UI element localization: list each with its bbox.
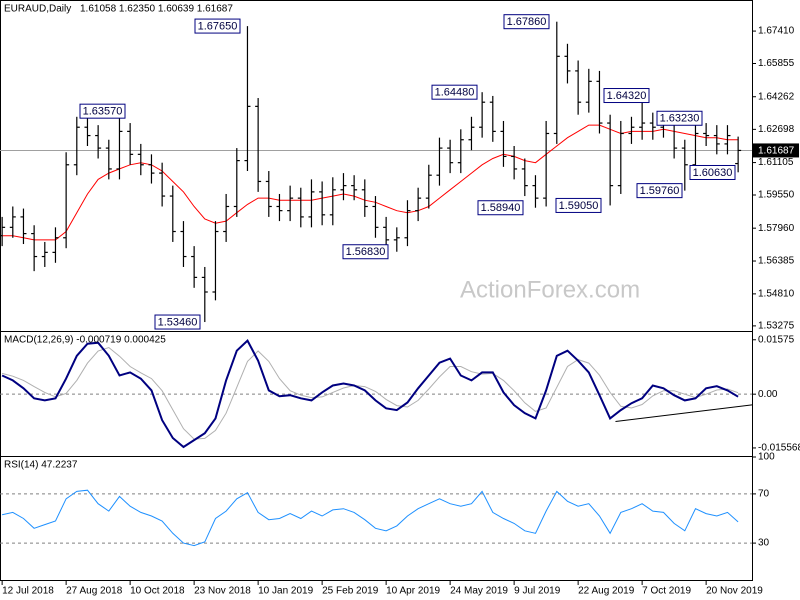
annotation-box [477, 200, 524, 216]
annotation-label: 1.63230 [660, 113, 700, 125]
panel-title: MACD(12,26,9) -0.000719 0.000425 [4, 335, 166, 346]
x-tick-label: 24 May 2019 [450, 586, 508, 597]
x-tick-label: 20 Nov 2019 [706, 586, 763, 597]
annotation-label: 1.67650 [198, 20, 238, 32]
y-tick-label: 1.61105 [758, 157, 794, 168]
x-tick-label: 10 Jan 2019 [258, 586, 313, 597]
annotation-box [636, 183, 683, 199]
y-tick-label: 1.65855 [758, 58, 795, 69]
y-tick-label: 1.67410 [758, 26, 795, 37]
y-tick-label: 1.57960 [758, 223, 795, 234]
annotation-box [689, 164, 736, 180]
y-tick-label: 30 [758, 538, 770, 549]
y-tick-label: 100 [758, 452, 775, 463]
x-tick-label: 25 Feb 2019 [322, 586, 379, 597]
x-tick-label: 10 Oct 2018 [130, 586, 185, 597]
x-tick-label: 23 Nov 2018 [194, 586, 251, 597]
annotation-box [503, 14, 550, 30]
annotation-label: 1.60630 [693, 167, 733, 179]
annotation-label: 1.63570 [83, 106, 123, 118]
last-price-box [753, 143, 799, 158]
annotation-box [154, 314, 201, 330]
macd-line [1, 338, 739, 449]
annotation-box [555, 197, 602, 213]
y-tick-label: 1.53275 [758, 321, 795, 332]
annotation-label: 1.53460 [158, 316, 198, 328]
annotation-label: 1.56830 [346, 246, 386, 258]
annotation-box [79, 103, 126, 119]
y-tick-label: 1.56385 [758, 256, 795, 267]
y-tick-label: 1.62698 [758, 124, 795, 135]
last-price-label: 1.61687 [758, 146, 795, 157]
x-tick-label: 9 Jul 2019 [514, 586, 561, 597]
trendline [615, 404, 753, 422]
annotation-box [656, 110, 703, 126]
y-tick-label: 0.00 [758, 389, 778, 400]
macd-line [1, 346, 739, 440]
y-tick-label: 70 [758, 489, 770, 500]
rsi-line [1, 489, 739, 547]
y-tick-label: 1.64262 [758, 91, 795, 102]
annotation-label: 1.59760 [640, 185, 680, 197]
chart-title: EURAUD,Daily [4, 4, 71, 15]
moving-average [2, 124, 739, 241]
y-tick-label: 1.59550 [758, 190, 795, 201]
annotation-label: 1.64480 [435, 87, 475, 99]
x-tick-label: 10 Apr 2019 [386, 586, 440, 597]
annotation-box [603, 88, 650, 104]
x-tick-label: 27 Aug 2018 [66, 586, 123, 597]
x-tick-label: 22 Aug 2019 [578, 586, 635, 597]
x-tick-label: 7 Oct 2019 [642, 586, 691, 597]
y-tick-label: 1.54810 [758, 289, 795, 300]
watermark: ActionForex.com [460, 276, 640, 303]
annotation-box [431, 84, 478, 100]
annotation-label: 1.64320 [607, 90, 647, 102]
annotation-label: 1.58940 [481, 202, 521, 214]
annotation-label: 1.59050 [559, 200, 599, 212]
y-tick-label: -0.015568 [758, 443, 800, 454]
annotation-box [342, 244, 389, 260]
annotation-label: 1.67860 [507, 16, 547, 28]
panel-title: RSI(14) 47.2237 [4, 460, 78, 471]
y-tick-label: 0.01575 [758, 334, 795, 345]
chart-frame [0, 0, 753, 581]
x-tick-label: 12 Jul 2018 [2, 586, 54, 597]
annotation-box [194, 18, 241, 34]
chart-subtitle: 1.61058 1.62350 1.60639 1.61687 [80, 4, 233, 15]
